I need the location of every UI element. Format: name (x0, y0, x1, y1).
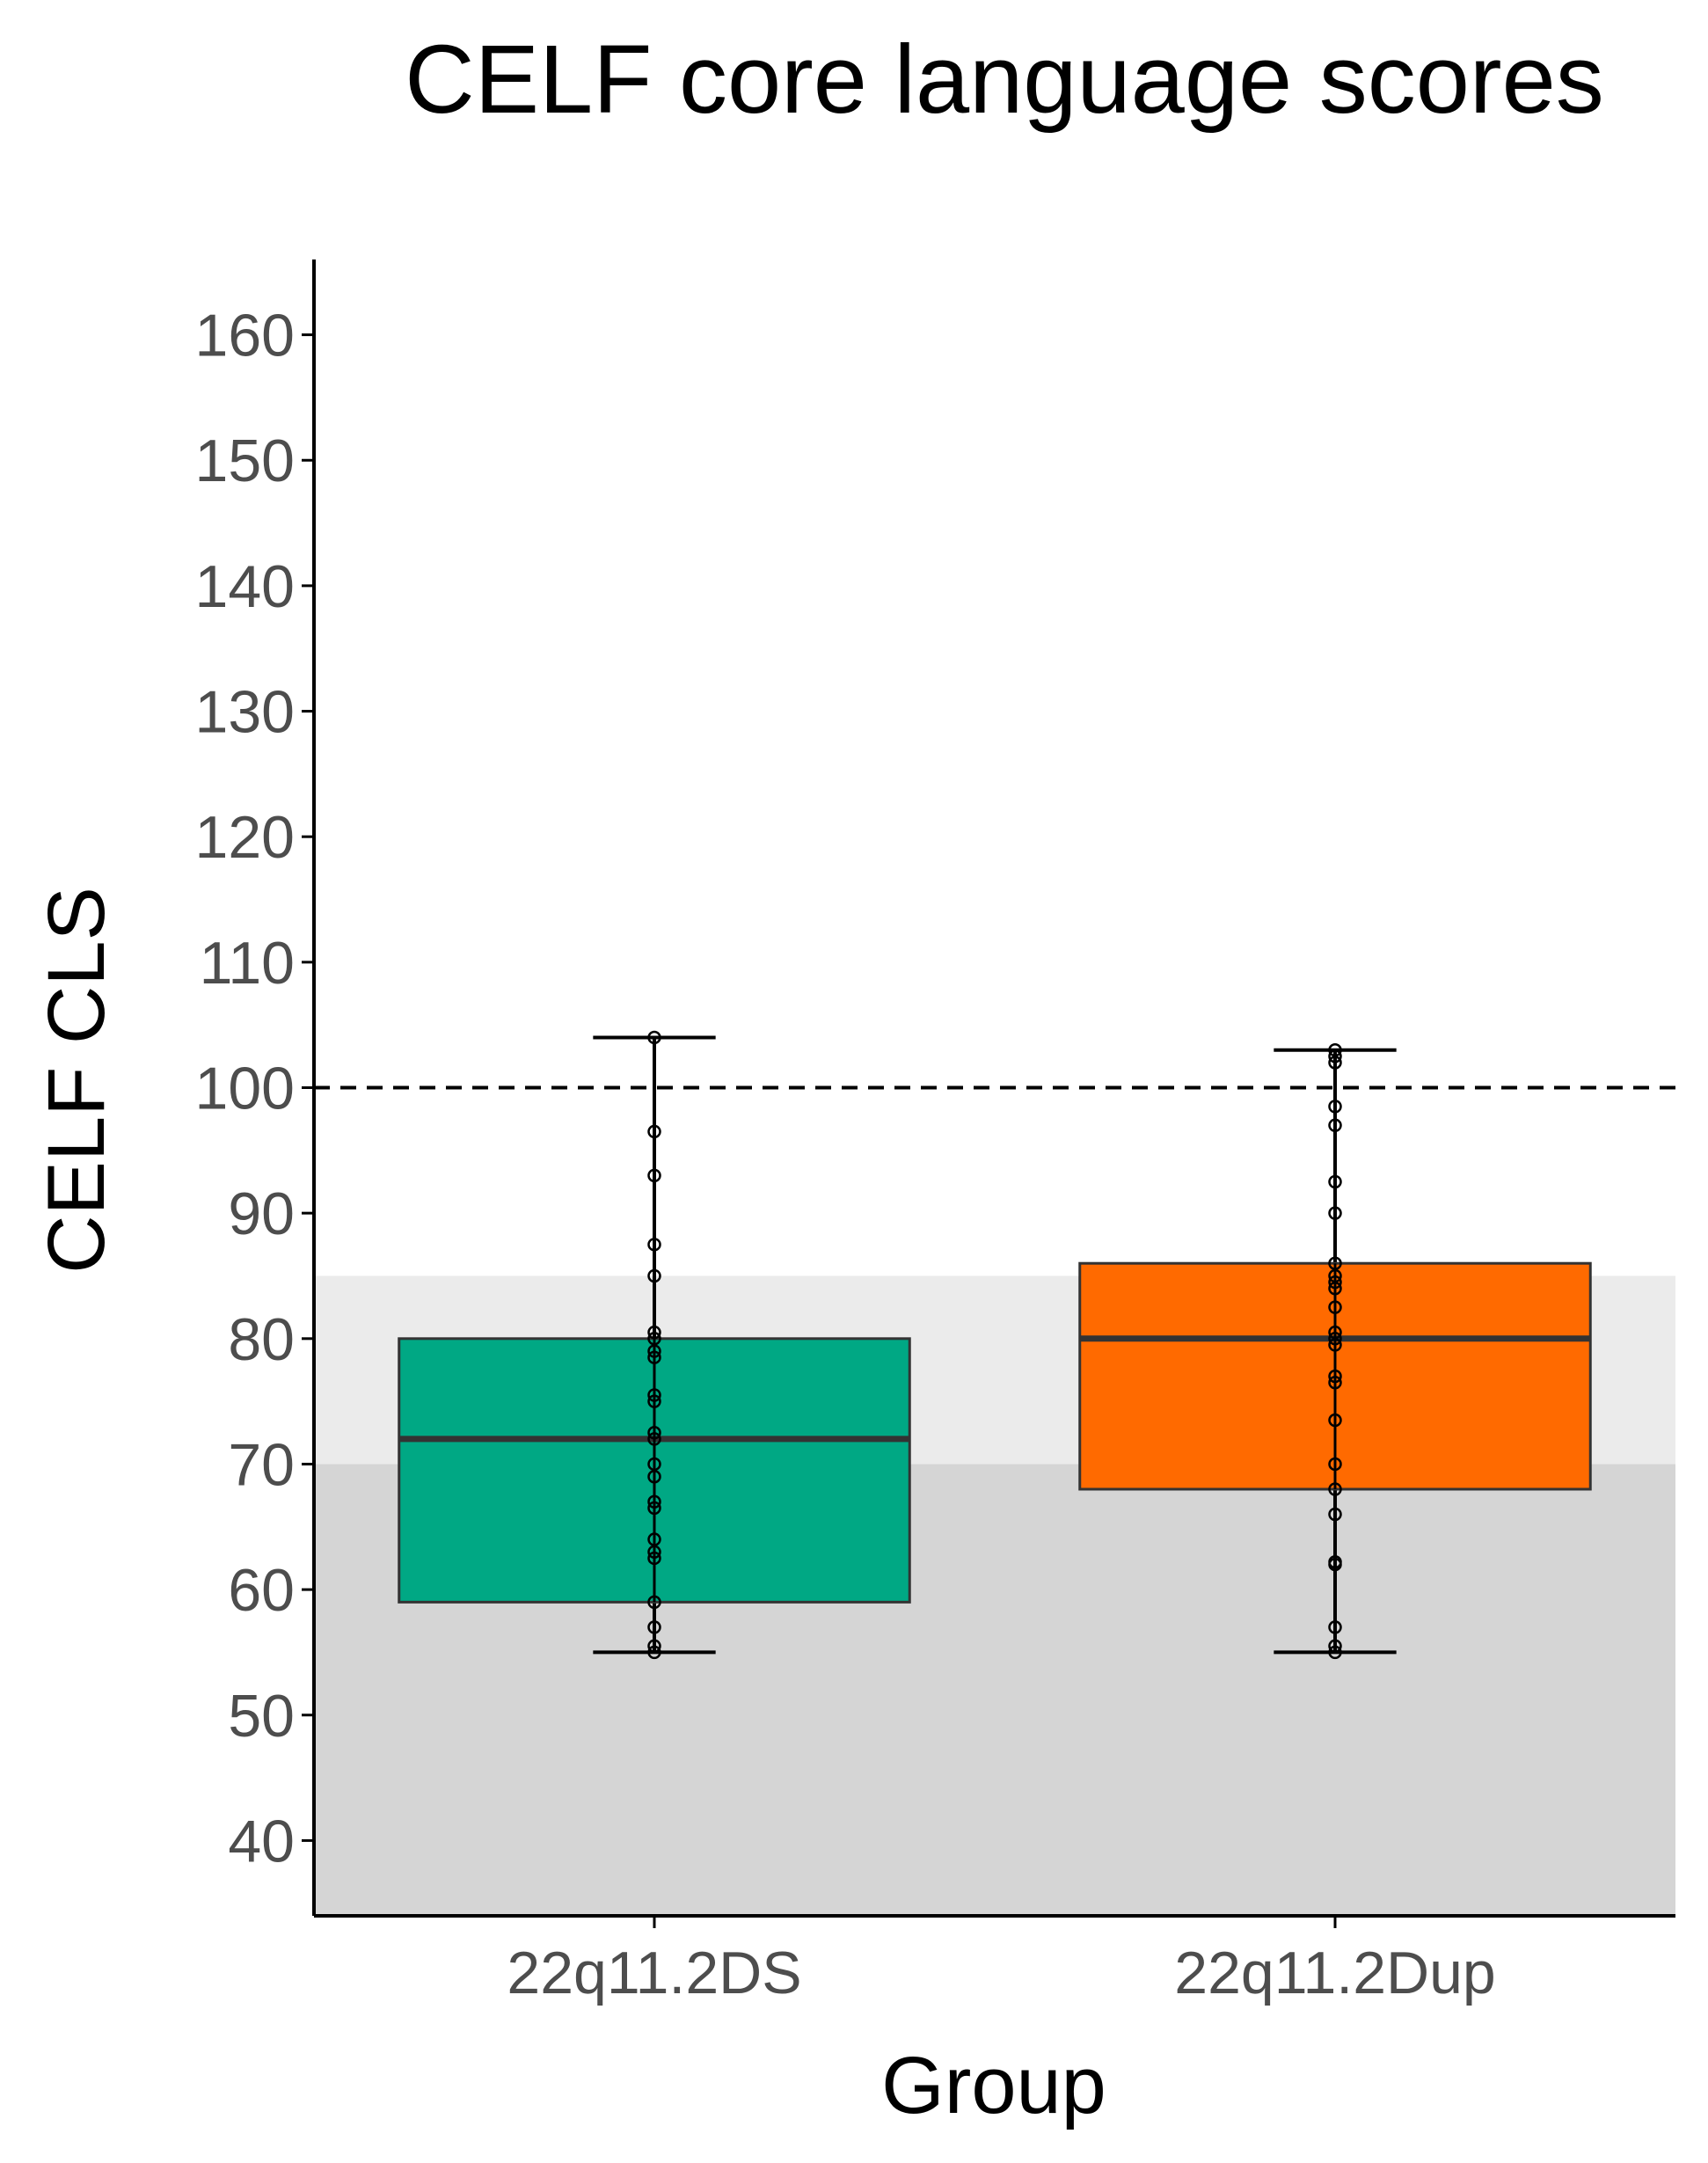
y-tick-label: 80 (228, 1306, 295, 1373)
box-0-data-point (647, 1494, 661, 1509)
box-0-data-point (647, 1595, 661, 1610)
box-0-data-point (647, 1620, 661, 1634)
y-tick-label: 130 (195, 679, 295, 746)
y-tick-label: 140 (195, 553, 295, 620)
x-tick-label: 22q11.2Dup (1174, 1940, 1496, 2006)
box-1-data-point (1328, 1118, 1342, 1133)
box-1-data-point (1328, 1369, 1342, 1384)
box-0-data-point (647, 1501, 661, 1516)
box-0-data-point (647, 1532, 661, 1546)
box-1-data-point (1328, 1375, 1342, 1390)
y-tick-label: 90 (228, 1180, 295, 1247)
box-1-data-point (1328, 1056, 1342, 1070)
x-tick-label: 22q11.2DS (507, 1940, 801, 2006)
y-tick-label: 120 (195, 804, 295, 871)
box-0-data-point (647, 1332, 661, 1346)
box-0-data-point (647, 1645, 661, 1660)
box-1-data-point (1328, 1620, 1342, 1634)
box-1-data-point (1328, 1554, 1342, 1569)
box-0-data-point (647, 1432, 661, 1446)
box-1-data-point (1328, 1042, 1342, 1057)
box-0-data-point (647, 1545, 661, 1560)
box-1-data-point (1328, 1507, 1342, 1522)
box-0-data-point (647, 1238, 661, 1252)
box-0-data-point (647, 1344, 661, 1358)
box-0-data-point (647, 1469, 661, 1484)
y-tick-label: 40 (228, 1808, 295, 1874)
box-1-data-point (1328, 1413, 1342, 1428)
box-1-data-point (1328, 1338, 1342, 1352)
y-tick-label: 110 (200, 930, 295, 997)
plot-area: 40 50 60 70 80 90 100 110 120 130 140 150 160 22q11.2… (195, 259, 1675, 2006)
y-axis-title: CELF CLS (32, 887, 121, 1274)
box-1-data-point (1328, 1268, 1342, 1283)
y-tick-label: 60 (228, 1557, 295, 1624)
y-tick-label: 150 (195, 427, 295, 494)
box-0-data-point (647, 1268, 661, 1283)
y-tick-label: 160 (195, 303, 295, 369)
box-0-data-point (647, 1551, 661, 1566)
box-1-data-point (1328, 1100, 1342, 1114)
box-1-data-point (1328, 1457, 1342, 1472)
y-tick-label: 50 (228, 1683, 295, 1750)
box-0-data-point (647, 1030, 661, 1045)
box-1-data-point (1328, 1174, 1342, 1189)
box-1-data-point (1328, 1645, 1342, 1660)
box-1-data-point (1328, 1049, 1342, 1063)
box-0-data-point (647, 1325, 661, 1340)
chart-title: CELF core language scores (405, 26, 1604, 134)
box-0-data-point (647, 1426, 661, 1440)
x-axis-title: Group (881, 2041, 1106, 2130)
box-1-data-point (1328, 1275, 1342, 1290)
box-0-data-point (647, 1350, 661, 1364)
box-0-data-point (647, 1394, 661, 1408)
box-1-data-point (1328, 1300, 1342, 1314)
box-0-data-point (647, 1457, 661, 1472)
box-0-data-point (647, 1388, 661, 1402)
box-1-data-point (1328, 1639, 1342, 1654)
box-1-data-point (1328, 1325, 1342, 1340)
box-0-data-point (647, 1168, 661, 1183)
y-tick-label: 100 (195, 1056, 295, 1122)
box-0-data-point (647, 1639, 661, 1654)
box-1-data-point (1328, 1281, 1342, 1296)
box-1-data-point (1328, 1206, 1342, 1220)
box-1-data-point (1328, 1256, 1342, 1270)
y-tick-label: 70 (228, 1431, 295, 1498)
box-1-data-point (1328, 1482, 1342, 1496)
box-0-data-point (647, 1124, 661, 1139)
box-1-data-point (1328, 1332, 1342, 1346)
